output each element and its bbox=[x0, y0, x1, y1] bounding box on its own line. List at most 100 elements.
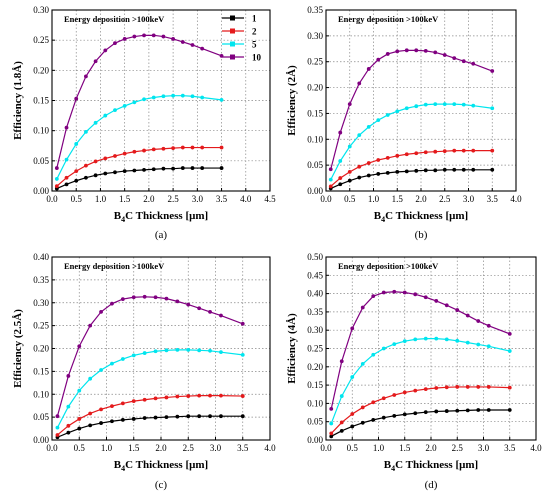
x-tick-label: 2.0 bbox=[425, 443, 437, 453]
data-point-2 bbox=[161, 146, 166, 151]
data-point-10 bbox=[99, 310, 103, 314]
data-point-1 bbox=[64, 182, 69, 187]
data-point-1 bbox=[339, 428, 344, 433]
data-point-2 bbox=[371, 400, 376, 405]
data-point-2 bbox=[219, 393, 223, 398]
data-point-10 bbox=[339, 359, 344, 364]
data-point-1 bbox=[186, 414, 191, 419]
chart-panel-4: 0.0 0.5 1.0 1.5 2.0 2.5 3.0 3.5 4.0 0.00 0.05 0.10 0… bbox=[286, 252, 542, 491]
data-point-5 bbox=[171, 93, 176, 98]
data-point-10 bbox=[471, 61, 476, 66]
data-point-5 bbox=[366, 124, 371, 129]
data-point-1 bbox=[219, 166, 224, 170]
data-point-5 bbox=[360, 361, 365, 366]
data-point-2 bbox=[132, 149, 137, 154]
plot-frame bbox=[325, 9, 517, 192]
data-point-5 bbox=[434, 336, 439, 341]
y-tick-label: 0.40 bbox=[307, 289, 323, 299]
x-tick-label: 3.0 bbox=[192, 194, 204, 204]
x-tick-label: 3.5 bbox=[237, 443, 249, 453]
y-tick-label: 0.10 bbox=[33, 126, 49, 136]
data-point-5 bbox=[476, 342, 481, 347]
data-point-10 bbox=[395, 49, 400, 54]
data-point-10 bbox=[490, 69, 495, 73]
data-point-10 bbox=[357, 81, 362, 86]
data-point-1 bbox=[103, 171, 108, 176]
data-point-10 bbox=[507, 331, 512, 336]
y-tick-label: 0.15 bbox=[307, 380, 323, 390]
data-point-1 bbox=[444, 409, 449, 413]
x-tick-label: 0.0 bbox=[320, 194, 332, 204]
y-tick-label: 0.35 bbox=[307, 5, 323, 15]
data-point-2 bbox=[402, 390, 407, 395]
data-point-10 bbox=[413, 292, 418, 297]
legend: 1 2 5 10 bbox=[222, 14, 262, 63]
data-point-1 bbox=[153, 415, 158, 420]
data-point-5 bbox=[357, 133, 362, 138]
data-point-10 bbox=[455, 308, 460, 312]
data-point-10 bbox=[54, 166, 59, 170]
y-tick-label: 0.30 bbox=[307, 31, 323, 41]
data-point-2 bbox=[122, 151, 127, 156]
data-point-2 bbox=[461, 148, 466, 153]
data-point-1 bbox=[423, 168, 428, 173]
chart-panel-3: 0.0 0.5 1.0 1.5 2.0 2.5 3.0 3.5 4.0 0.00 0.05 0.10 0… bbox=[12, 252, 276, 491]
data-point-5 bbox=[161, 94, 166, 99]
y-tick-label: 0.35 bbox=[307, 307, 323, 317]
data-point-1 bbox=[171, 166, 176, 171]
x-tick-label: 4.0 bbox=[264, 443, 276, 453]
data-point-10 bbox=[329, 406, 334, 411]
x-tick-label: 0.0 bbox=[46, 194, 58, 204]
y-tick-label: 0.30 bbox=[33, 5, 49, 15]
data-point-10 bbox=[366, 67, 371, 71]
data-point-5 bbox=[338, 159, 343, 163]
data-point-1 bbox=[376, 172, 381, 176]
data-point-2 bbox=[64, 175, 69, 180]
data-point-1 bbox=[360, 420, 365, 425]
x-tick-label: 1.5 bbox=[119, 194, 131, 204]
data-point-10 bbox=[151, 33, 156, 38]
data-point-5 bbox=[99, 368, 103, 372]
legend-marker-2 bbox=[230, 28, 235, 34]
data-point-5 bbox=[208, 348, 212, 353]
data-point-5 bbox=[347, 144, 352, 149]
data-point-10 bbox=[328, 167, 333, 172]
data-point-2 bbox=[486, 385, 491, 389]
data-point-10 bbox=[347, 102, 352, 107]
data-point-2 bbox=[433, 149, 438, 154]
y-tick-label: 0.10 bbox=[307, 134, 323, 144]
data-point-5 bbox=[120, 357, 125, 361]
data-point-2 bbox=[219, 145, 224, 150]
data-point-1 bbox=[161, 166, 166, 171]
data-point-2 bbox=[476, 385, 481, 389]
x-tick-label: 1.5 bbox=[128, 443, 140, 453]
annotation-text: Energy deposition >100keV bbox=[64, 14, 165, 24]
data-point-5 bbox=[240, 353, 245, 357]
data-point-10 bbox=[200, 46, 205, 51]
data-point-5 bbox=[55, 425, 60, 430]
data-point-5 bbox=[142, 351, 147, 355]
x-tick-label: 1.5 bbox=[399, 443, 411, 453]
data-point-2 bbox=[103, 156, 108, 161]
data-point-5 bbox=[486, 344, 491, 349]
annotation-text: Energy deposition >100keV bbox=[338, 261, 439, 271]
y-tick-label: 0.50 bbox=[307, 252, 323, 262]
y-tick-label: 0.20 bbox=[33, 65, 49, 75]
data-point-1 bbox=[413, 411, 418, 416]
data-point-1 bbox=[180, 166, 185, 170]
x-tick-label: 0.5 bbox=[347, 443, 359, 453]
data-point-5 bbox=[54, 177, 59, 181]
data-point-5 bbox=[433, 102, 438, 107]
data-point-1 bbox=[371, 417, 376, 422]
y-tick-label: 0.25 bbox=[307, 57, 323, 67]
data-point-1 bbox=[423, 410, 428, 415]
data-point-10 bbox=[404, 48, 409, 53]
data-point-2 bbox=[507, 385, 512, 390]
y-tick-label: 0.10 bbox=[33, 389, 49, 399]
data-point-10 bbox=[434, 299, 439, 303]
data-point-5 bbox=[122, 104, 127, 108]
data-point-1 bbox=[197, 414, 202, 419]
data-point-2 bbox=[414, 151, 419, 156]
data-point-10 bbox=[131, 295, 136, 300]
